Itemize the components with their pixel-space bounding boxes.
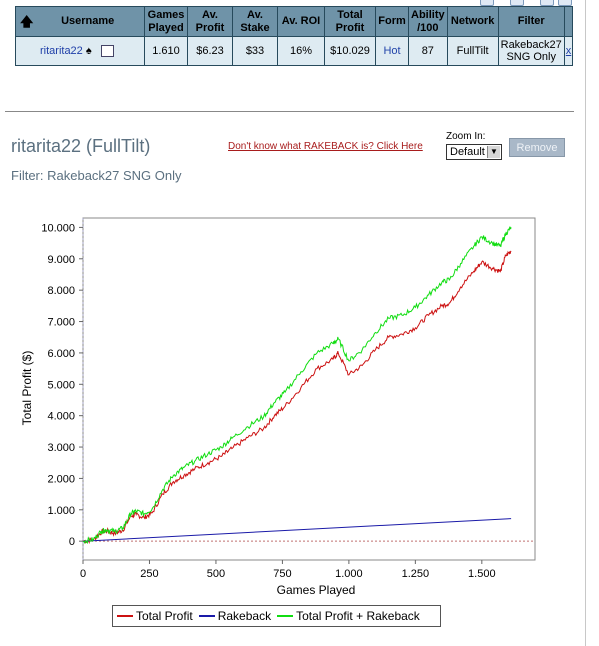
y-tick-label: 0	[69, 536, 75, 548]
notes-icon[interactable]	[100, 45, 114, 58]
x-tick-label: 500	[207, 568, 225, 580]
y-tick-label: 4.000	[47, 411, 75, 423]
ability-header[interactable]: Ability /100	[408, 6, 448, 37]
legend-swatch	[198, 615, 215, 617]
y-tick-label: 2.000	[47, 473, 75, 485]
x-tick-label: 250	[140, 568, 158, 580]
av-roi-header[interactable]: Av. ROI	[277, 6, 325, 37]
y-tick-label: 6.000	[47, 348, 75, 360]
games-played-cell: 1.610	[144, 36, 188, 66]
series-total-plus-rakeback	[82, 226, 512, 544]
profit-chart: 0 1.000 2.000 3.000 4.000 5.000 6.000 7.000 8.00…	[20, 217, 536, 597]
player-stats-table: 🡅 Username Games Played Av. Profit Av. S…	[15, 6, 574, 66]
remove-cell: x	[563, 36, 574, 66]
filter-header[interactable]: Filter	[497, 6, 565, 37]
legend-item-total-profit: Total Profit	[117, 609, 193, 623]
total-profit-header[interactable]: Total Profit	[324, 6, 376, 37]
username-header[interactable]: 🡅 Username	[15, 6, 145, 37]
rakeback-info-link[interactable]: Don't know what RAKEBACK is? Click Here	[228, 141, 423, 152]
network-cell: FullTilt	[446, 36, 499, 66]
series-rakeback	[82, 518, 512, 542]
table-row: ritarita22 ♠ 1.610 $6.23 $33 16% $10.029…	[15, 36, 574, 66]
chart-legend: Total Profit Rakeback Total Profit + Rak…	[112, 605, 441, 627]
y-tick-label: 10.000	[41, 222, 75, 234]
legend-swatch	[277, 615, 294, 617]
filter-text: Filter: Rakeback27 SNG Only	[11, 168, 182, 183]
remove-col-header	[563, 6, 574, 37]
chart-lines	[82, 226, 512, 544]
zoom-select[interactable]: Default ▼	[446, 144, 502, 160]
y-tick-label: 3.000	[47, 442, 75, 454]
share-icon[interactable]	[540, 0, 554, 6]
y-tick-label: 9.000	[47, 254, 75, 266]
remove-button[interactable]: Remove	[509, 138, 565, 157]
chevron-down-icon[interactable]: ▼	[487, 146, 500, 158]
x-tick-label: 1.000	[335, 568, 363, 580]
plot-area	[82, 217, 536, 561]
settings-icon[interactable]	[558, 0, 572, 6]
username-link[interactable]: ritarita22	[40, 44, 83, 57]
print-icon[interactable]	[510, 0, 524, 6]
games-played-header[interactable]: Games Played	[144, 6, 188, 37]
y-tick-label: 1.000	[47, 505, 75, 517]
zoom-selected-value: Default	[450, 146, 485, 158]
av-profit-cell: $6.23	[187, 36, 233, 66]
legend-item-total-plus-rakeback: Total Profit + Rakeback	[277, 609, 420, 623]
x-tick-label: 0	[80, 568, 86, 580]
y-tick-label: 7.000	[47, 317, 75, 329]
remove-row-link[interactable]: x	[565, 45, 572, 57]
form-cell: Hot	[375, 36, 409, 66]
ability-cell: 87	[408, 36, 448, 66]
poker-player-icon[interactable]: ♠	[85, 44, 92, 57]
legend-swatch	[117, 615, 133, 617]
av-stake-cell: $33	[232, 36, 278, 66]
top-toolbar-icons[interactable]	[478, 0, 599, 6]
y-tick-label: 8.000	[47, 285, 75, 297]
x-tick-label: 750	[273, 568, 291, 580]
sort-up-arrow-icon[interactable]: 🡅	[20, 14, 34, 29]
filter-cell: Rakeback27 SNG Only	[497, 36, 565, 66]
av-stake-header[interactable]: Av. Stake	[232, 6, 278, 37]
username-cell: ritarita22 ♠	[15, 36, 145, 66]
network-header[interactable]: Network	[446, 6, 499, 37]
export-icon[interactable]	[480, 0, 494, 6]
x-tick-label: 1.250	[402, 568, 430, 580]
section-divider	[5, 111, 574, 112]
page-border	[585, 0, 586, 646]
x-tick-label: 1.500	[468, 568, 496, 580]
form-header[interactable]: Form	[375, 6, 409, 37]
series-total-profit	[82, 250, 512, 544]
av-profit-header[interactable]: Av. Profit	[187, 6, 233, 37]
y-tick-label: 5.000	[47, 379, 75, 391]
legend-item-rakeback: Rakeback	[198, 609, 271, 623]
y-axis-label: Total Profit ($)	[20, 351, 34, 426]
zoom-label: Zoom In:	[446, 131, 486, 142]
chart-axes: 0 1.000 2.000 3.000 4.000 5.000 6.000 7.000 8.00…	[41, 217, 536, 580]
av-roi-cell: 16%	[277, 36, 325, 66]
player-title: ritarita22 (FullTilt)	[11, 136, 151, 156]
x-axis-label: Games Played	[277, 583, 356, 597]
total-profit-cell: $10.029	[324, 36, 376, 66]
